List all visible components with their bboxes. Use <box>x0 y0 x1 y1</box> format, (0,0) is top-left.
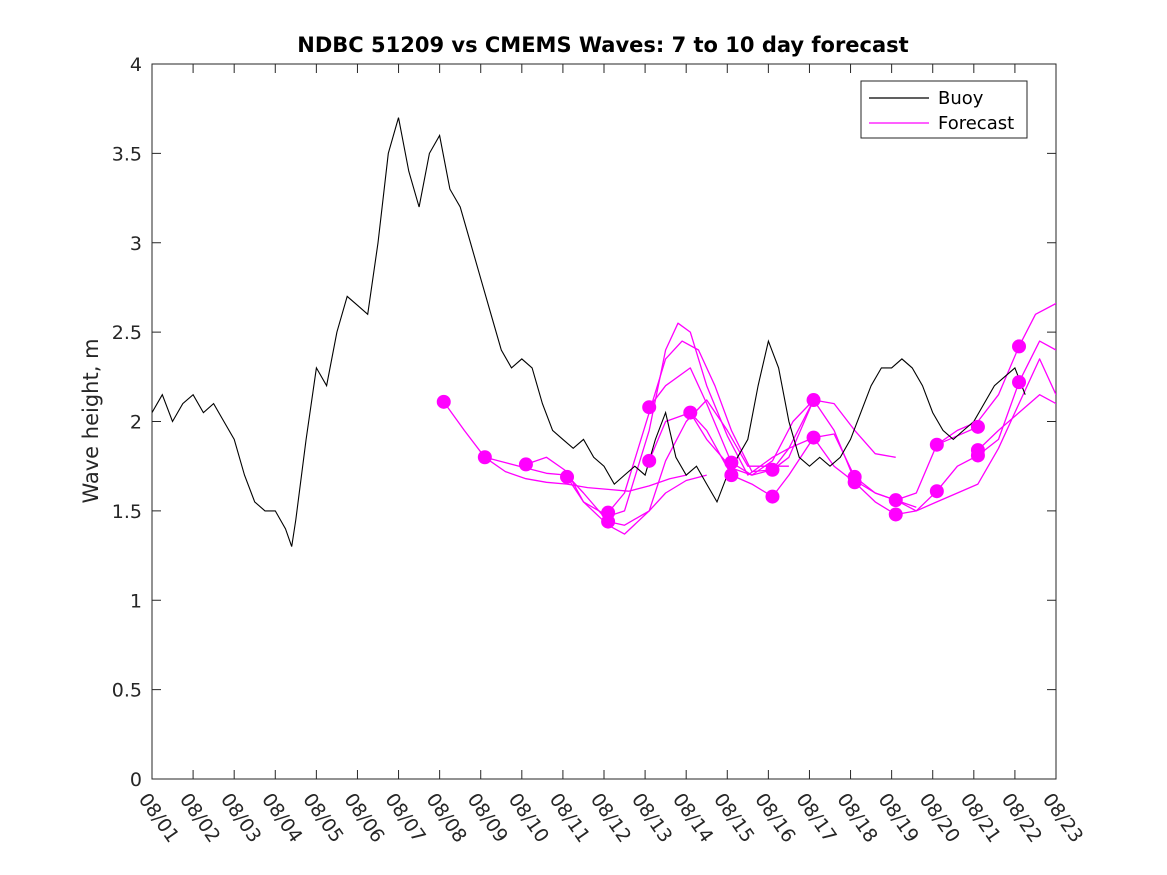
forecast-marker <box>888 493 903 508</box>
forecast-marker <box>436 394 451 409</box>
forecast-marker <box>642 400 657 415</box>
forecast-marker <box>847 475 862 490</box>
forecast-line <box>977 394 1056 451</box>
forecast-marker <box>724 468 739 483</box>
forecast-marker <box>806 430 821 445</box>
forecast-marker <box>642 453 657 468</box>
legend: Buoy Forecast <box>860 80 1028 139</box>
forecast-marker <box>1012 375 1027 390</box>
forecast-marker <box>683 405 698 420</box>
chart-title: NDBC 51209 vs CMEMS Waves: 7 to 10 day f… <box>297 33 908 57</box>
legend-label-forecast: Forecast <box>938 113 1014 134</box>
forecast-marker <box>477 450 492 465</box>
forecast-marker <box>970 443 985 458</box>
y-axis-label: Wave height, m <box>79 338 103 503</box>
y-tick-label: 0.5 <box>112 680 142 702</box>
y-tick-label: 1 <box>130 590 142 612</box>
forecast-marker <box>601 514 616 529</box>
series-group <box>152 117 1056 547</box>
buoy-line <box>152 117 1026 547</box>
forecast-marker <box>765 462 780 477</box>
forecast-line <box>936 302 1056 446</box>
forecast-marker <box>929 437 944 452</box>
y-tick-label: 1.5 <box>112 501 142 523</box>
forecast-line <box>689 399 979 501</box>
legend-label-buoy: Buoy <box>938 88 984 109</box>
y-tick-label: 2.5 <box>112 322 142 344</box>
y-tick-label: 3 <box>130 233 142 255</box>
y-tick-label: 4 <box>130 54 142 76</box>
forecast-line <box>895 358 1056 512</box>
forecast-marker <box>1012 339 1027 354</box>
y-tick-label: 3.5 <box>112 143 142 165</box>
y-tick-label: 0 <box>130 769 142 791</box>
legend-box <box>860 80 1028 139</box>
forecast-marker <box>518 457 533 472</box>
forecast-marker <box>888 507 903 522</box>
forecast-marker <box>806 393 821 408</box>
forecast-marker <box>765 489 780 504</box>
forecast-marker <box>560 469 575 484</box>
forecast-marker <box>970 419 985 434</box>
forecast-marker <box>724 455 739 470</box>
y-tick-label: 2 <box>130 412 142 434</box>
forecast-marker <box>929 484 944 499</box>
